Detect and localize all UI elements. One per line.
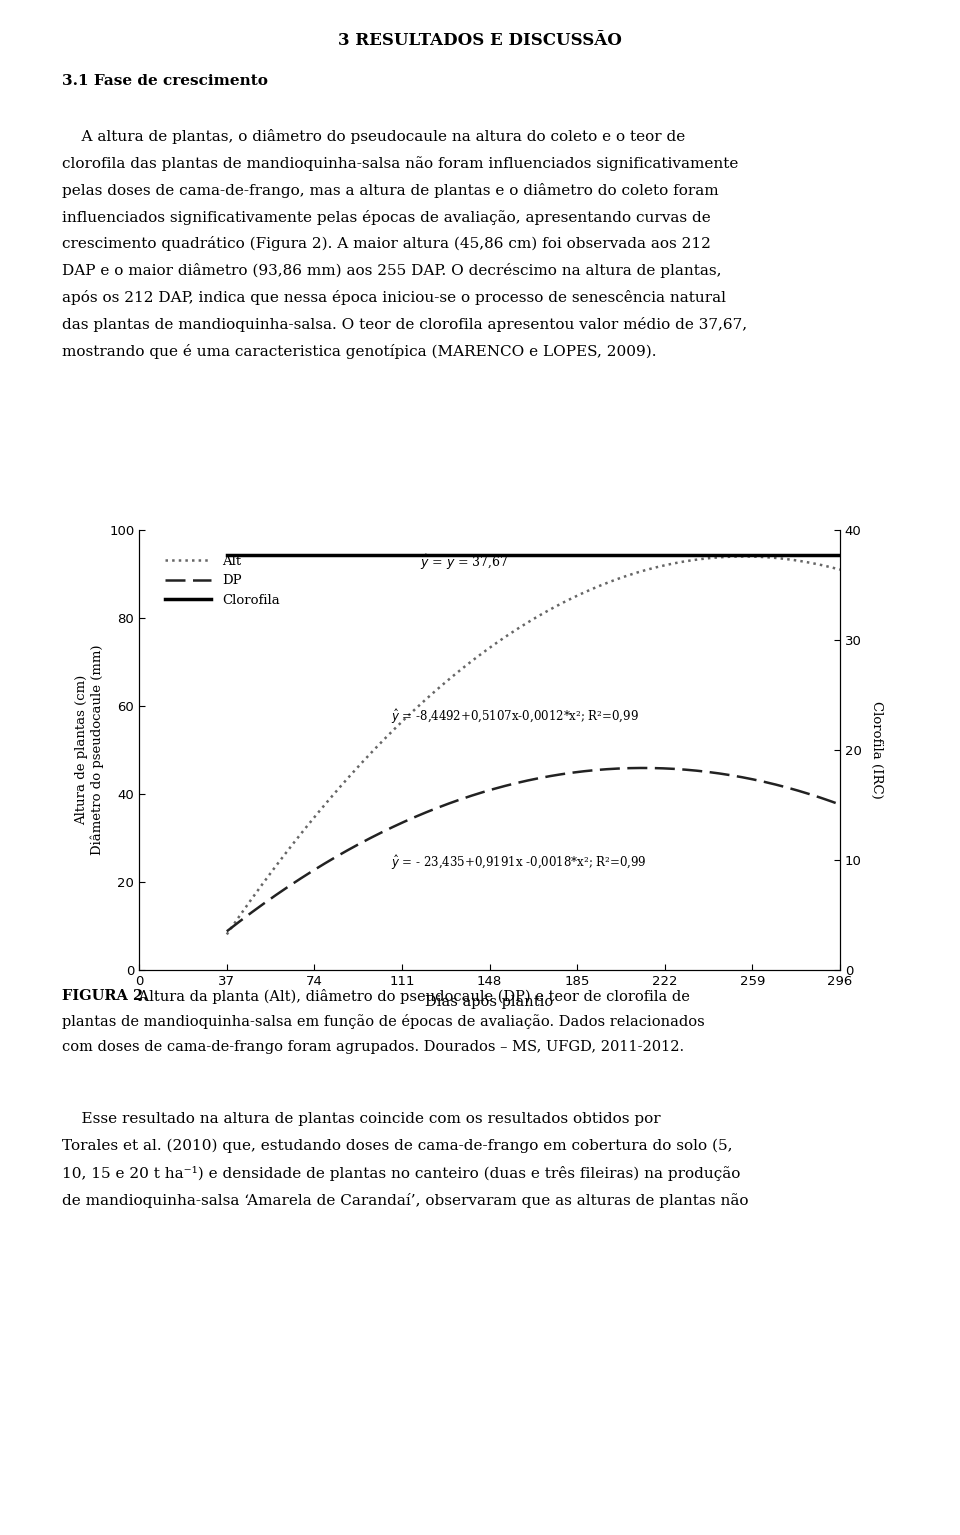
Text: 3 RESULTADOS E DISCUSSÃO: 3 RESULTADOS E DISCUSSÃO: [338, 32, 622, 49]
Text: pelas doses de cama-de-frango, mas a altura de plantas e o diâmetro do coleto fo: pelas doses de cama-de-frango, mas a alt…: [62, 183, 719, 198]
Text: 10, 15 e 20 t ha⁻¹) e densidade de plantas no canteiro (duas e três fileiras) na: 10, 15 e 20 t ha⁻¹) e densidade de plant…: [62, 1165, 741, 1180]
Text: $\hat{y}$ = - 23,435+0,9191x -0,0018*x²; R²=0,99: $\hat{y}$ = - 23,435+0,9191x -0,0018*x²;…: [392, 852, 647, 872]
Text: crescimento quadrático (Figura 2). A maior altura (45,86 cm) foi observada aos 2: crescimento quadrático (Figura 2). A mai…: [62, 236, 711, 252]
Text: das plantas de mandioquinha-salsa. O teor de clorofila apresentou valor médio de: das plantas de mandioquinha-salsa. O teo…: [62, 316, 748, 332]
Text: influenciados significativamente pelas épocas de avaliação, apresentando curvas : influenciados significativamente pelas é…: [62, 209, 711, 224]
Text: 3.1 Fase de crescimento: 3.1 Fase de crescimento: [62, 74, 268, 87]
X-axis label: Dias após plantio: Dias após plantio: [425, 993, 554, 1008]
Text: FIGURA 2.: FIGURA 2.: [62, 989, 149, 1002]
Text: com doses de cama-de-frango foram agrupados. Dourados – MS, UFGD, 2011-2012.: com doses de cama-de-frango foram agrupa…: [62, 1041, 684, 1055]
Text: $\hat{y}$ = -8,4492+0,5107x-0,0012*x²; R²=0,99: $\hat{y}$ = -8,4492+0,5107x-0,0012*x²; R…: [392, 708, 639, 726]
Y-axis label: Clorofila (IRC): Clorofila (IRC): [870, 701, 882, 798]
Text: A altura de plantas, o diâmetro do pseudocaule na altura do coleto e o teor de: A altura de plantas, o diâmetro do pseud…: [62, 129, 685, 144]
Text: Altura da planta (Alt), diâmetro do pseudocaule (DP) e teor de clorofila de: Altura da planta (Alt), diâmetro do pseu…: [134, 989, 690, 1004]
Text: de mandioquinha-salsa ‘Amarela de Carandaí’, observaram que as alturas de planta: de mandioquinha-salsa ‘Amarela de Carand…: [62, 1193, 749, 1208]
Text: após os 212 DAP, indica que nessa época iniciou-se o processo de senescência nat: após os 212 DAP, indica que nessa época …: [62, 290, 727, 305]
Text: clorofila das plantas de mandioquinha-salsa não foram influenciados significativ: clorofila das plantas de mandioquinha-sa…: [62, 155, 739, 170]
Y-axis label: Altura de plantas (cm)
Diâmetro do pseudocaule (mm): Altura de plantas (cm) Diâmetro do pseud…: [75, 645, 104, 855]
Text: $\hat{y}$ = $\bar{y}$ = 37,67: $\hat{y}$ = $\bar{y}$ = 37,67: [420, 553, 508, 573]
Text: DAP e o maior diâmetro (93,86 mm) aos 255 DAP. O decréscimo na altura de plantas: DAP e o maior diâmetro (93,86 mm) aos 25…: [62, 264, 722, 278]
Text: Esse resultado na altura de plantas coincide com os resultados obtidos por: Esse resultado na altura de plantas coin…: [62, 1111, 661, 1127]
Text: Torales et al. (2010) que, estudando doses de cama-de-frango em cobertura do sol: Torales et al. (2010) que, estudando dos…: [62, 1139, 732, 1153]
Text: plantas de mandioquinha-salsa em função de épocas de avaliação. Dados relacionad: plantas de mandioquinha-salsa em função …: [62, 1015, 706, 1030]
Legend: Alt, DP, Clorofila: Alt, DP, Clorofila: [159, 550, 285, 612]
Text: mostrando que é uma caracteristica genotípica (MARENCO e LOPES, 2009).: mostrando que é uma caracteristica genot…: [62, 344, 657, 359]
